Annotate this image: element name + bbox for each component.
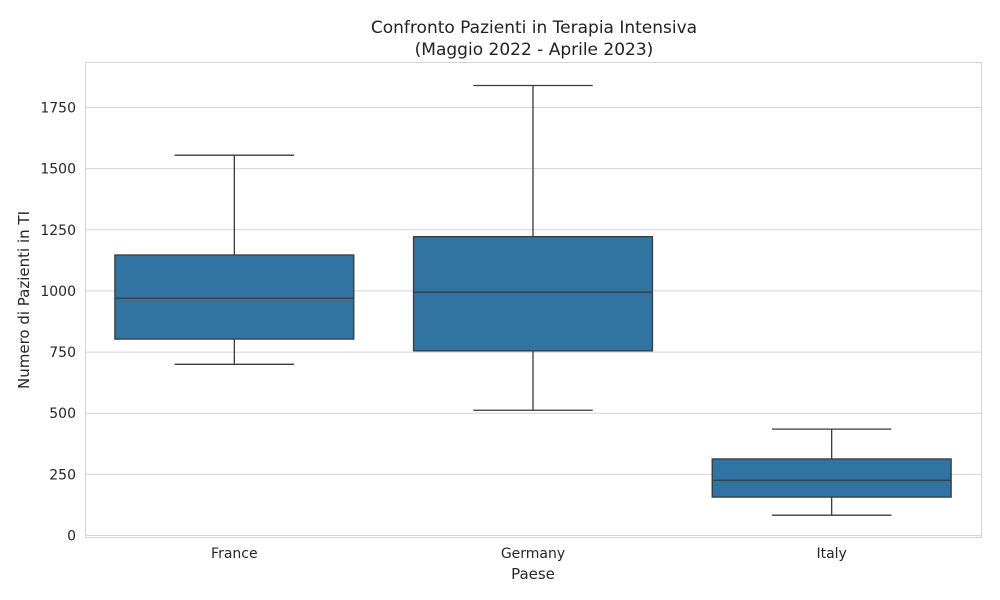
iqr-box bbox=[711, 458, 952, 498]
y-tick-label: 0 bbox=[67, 529, 76, 545]
box-italy bbox=[711, 428, 952, 516]
x-tick-label: Germany bbox=[501, 546, 565, 562]
y-tick-label: 1000 bbox=[40, 284, 76, 300]
y-tick-label: 1500 bbox=[40, 162, 76, 178]
x-tick-label: Italy bbox=[816, 546, 846, 562]
y-tick-label: 500 bbox=[49, 406, 76, 422]
y-tick-label: 1750 bbox=[40, 101, 76, 117]
box-series bbox=[114, 84, 952, 516]
chart-title-line-2: (Maggio 2022 - Aprile 2023) bbox=[415, 40, 654, 60]
box-france bbox=[114, 154, 355, 365]
plot-area-frame bbox=[85, 62, 982, 538]
x-axis-label: Paese bbox=[511, 565, 555, 583]
chart-title-line-1: Confronto Pazienti in Terapia Intensiva bbox=[371, 18, 697, 38]
iqr-box bbox=[114, 254, 355, 340]
x-tick-label: France bbox=[211, 546, 258, 562]
iqr-box bbox=[412, 235, 654, 352]
x-tick-labels: France Germany Italy bbox=[211, 546, 847, 562]
y-tick-labels: 0 250 500 750 1000 1250 1500 1750 bbox=[40, 101, 76, 545]
y-axis-label: Numero di Pazienti in TI bbox=[15, 211, 33, 389]
box-germany bbox=[412, 84, 654, 411]
y-tick-label: 750 bbox=[49, 345, 76, 361]
y-tick-label: 250 bbox=[49, 467, 76, 483]
y-tick-label: 1250 bbox=[40, 223, 76, 239]
